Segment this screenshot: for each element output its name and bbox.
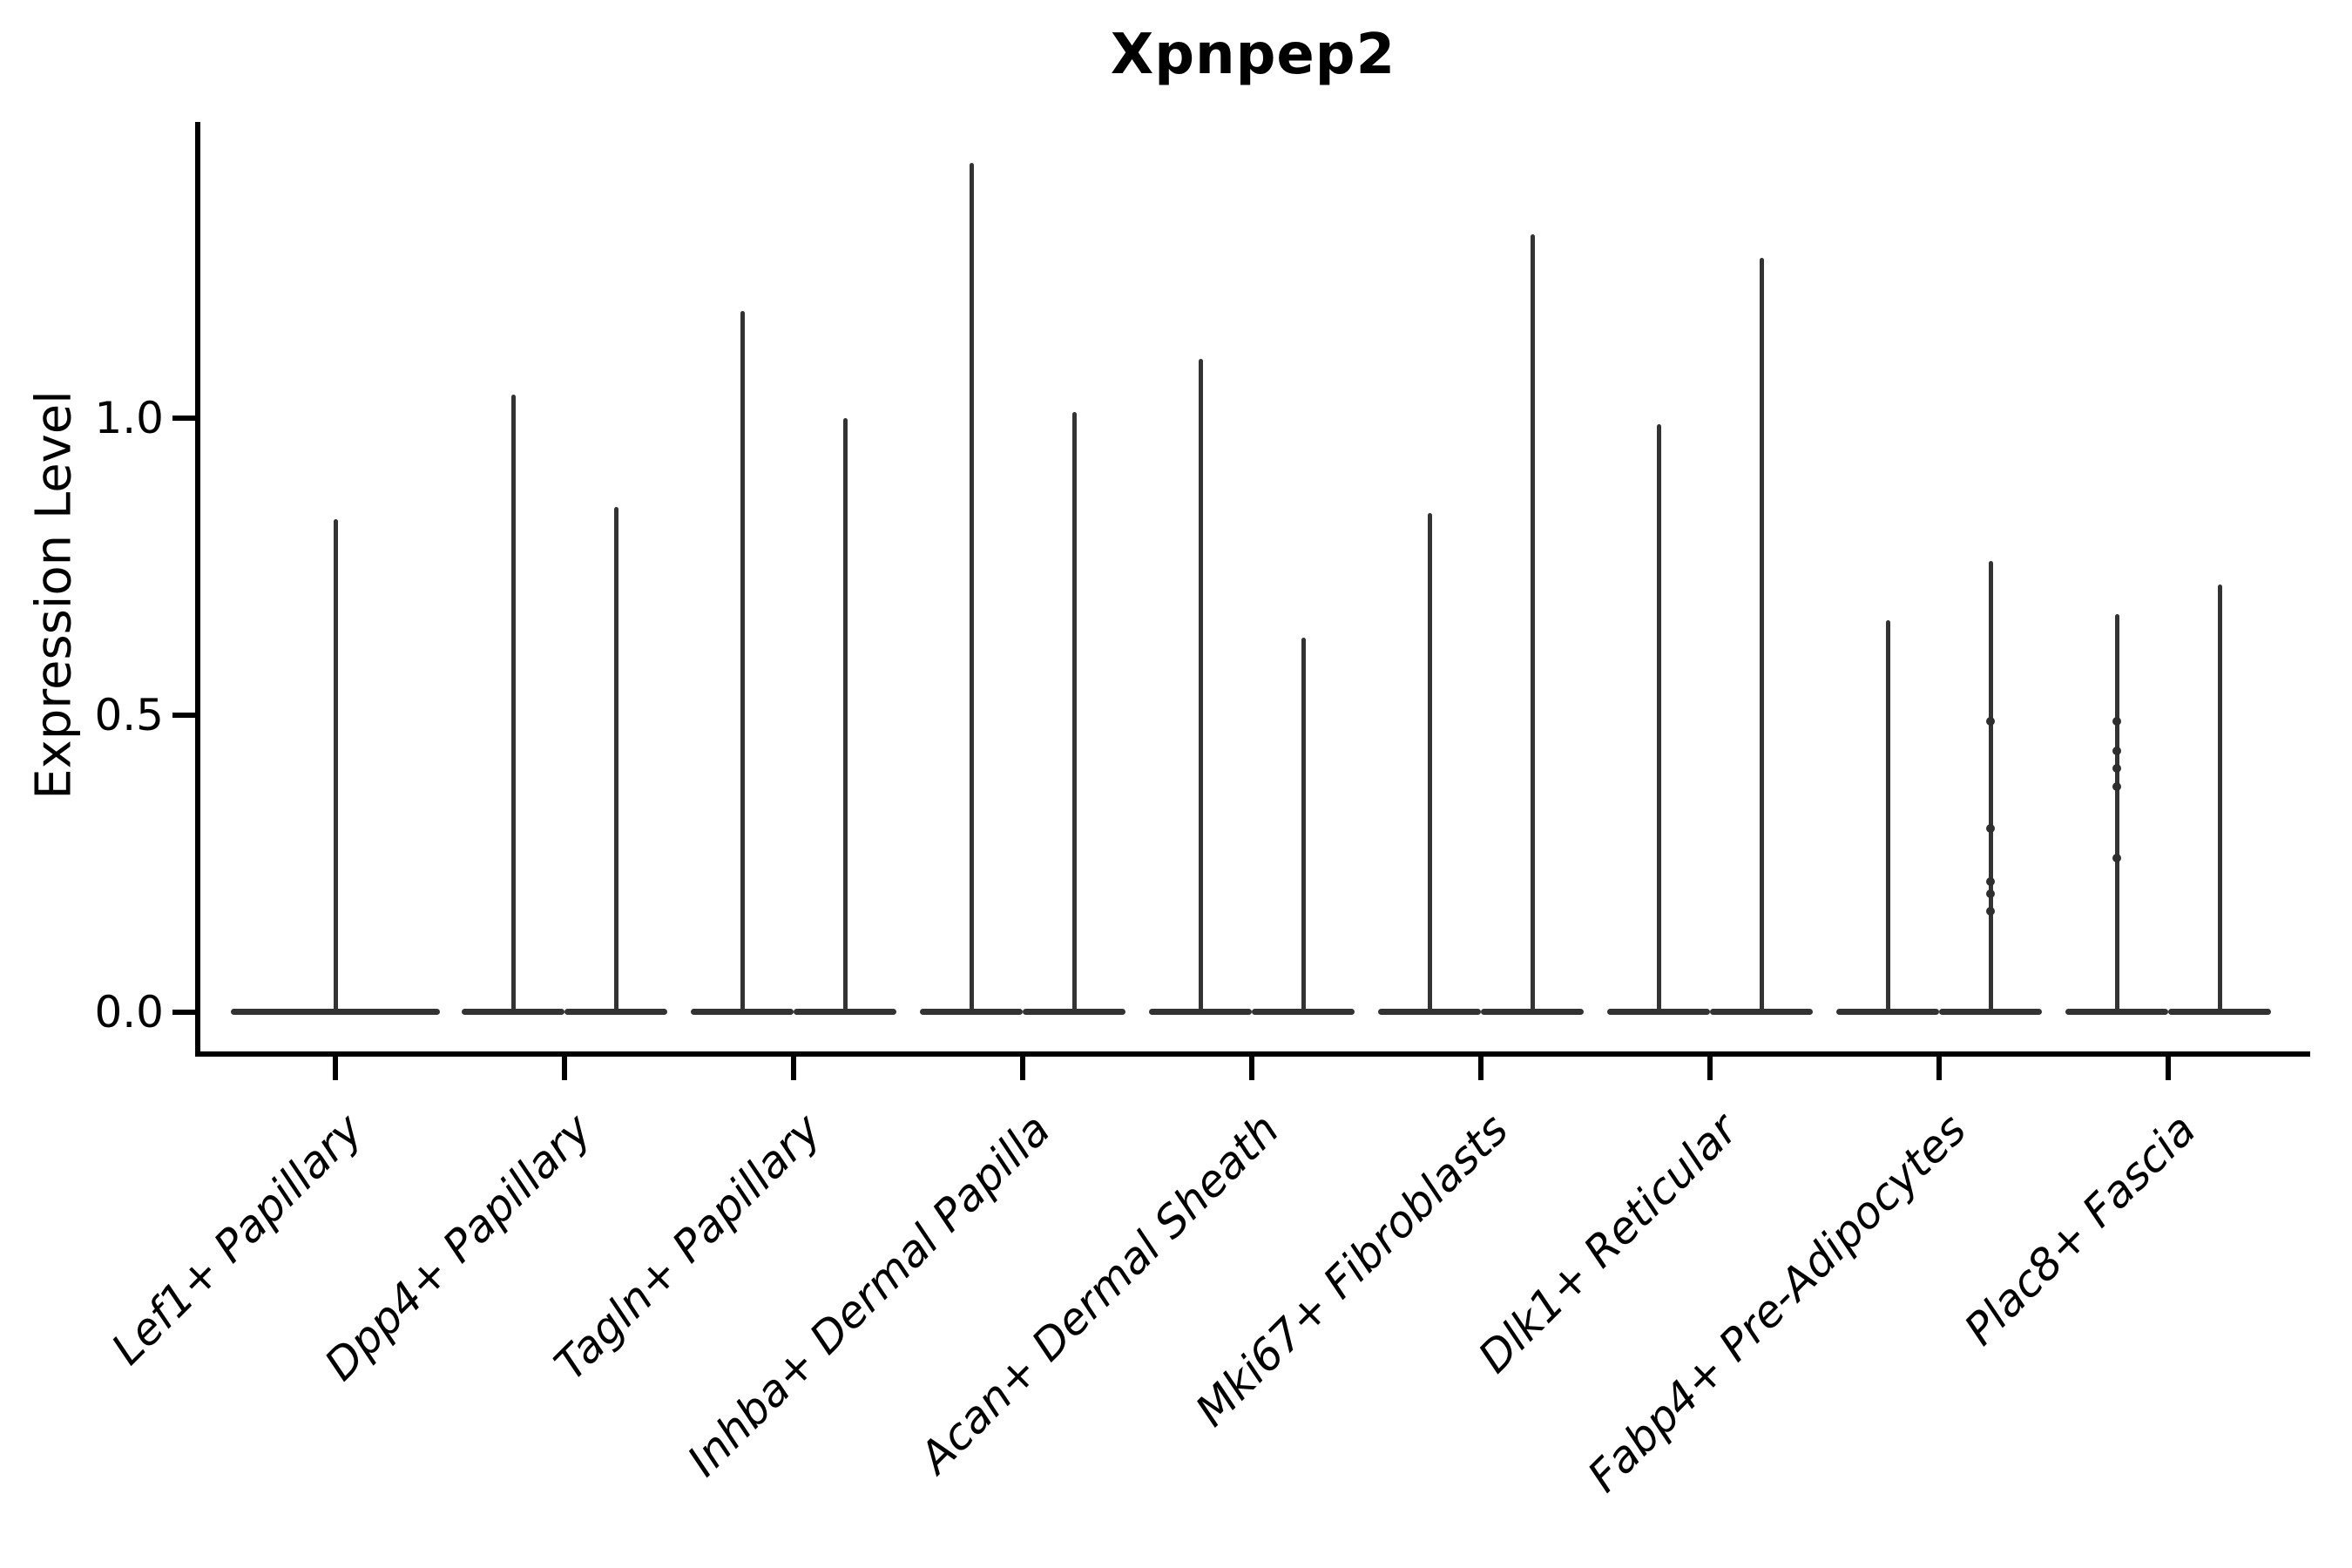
violin-base bbox=[564, 1009, 667, 1015]
y-tick-label: 1.0 bbox=[94, 393, 164, 443]
violin-base bbox=[691, 1009, 794, 1015]
jitter-point bbox=[2112, 853, 2121, 862]
x-tick-label: Inhba+ Dermal Papilla bbox=[678, 1104, 1060, 1486]
y-tick-mark bbox=[172, 713, 196, 718]
violin-base bbox=[1607, 1009, 1710, 1015]
x-axis-line bbox=[195, 1051, 2310, 1057]
violin-spike bbox=[1885, 619, 1890, 1010]
violin-base bbox=[1378, 1009, 1481, 1015]
y-tick-mark bbox=[172, 1010, 196, 1015]
chart-title: Xpnpep2 bbox=[1110, 23, 1396, 87]
x-tick-mark bbox=[791, 1057, 796, 1080]
x-tick-mark bbox=[1249, 1057, 1254, 1080]
violin-spike bbox=[1988, 560, 1993, 1010]
violin-spike bbox=[2114, 614, 2119, 1010]
y-axis-line bbox=[195, 122, 200, 1057]
y-tick-mark bbox=[172, 416, 196, 421]
x-tick-mark bbox=[333, 1057, 338, 1080]
x-tick-mark bbox=[1478, 1057, 1484, 1080]
jitter-point bbox=[1986, 907, 1995, 916]
x-tick-label: Fabp4+ Pre-Adipocytes bbox=[1578, 1104, 1977, 1503]
violin-spike bbox=[969, 162, 974, 1010]
violin-spike bbox=[842, 418, 848, 1010]
violin-spike bbox=[1071, 412, 1077, 1010]
jitter-point bbox=[2112, 781, 2121, 791]
violin-spike bbox=[1656, 423, 1661, 1010]
violin-base bbox=[231, 1009, 440, 1015]
violin-base bbox=[1710, 1009, 1813, 1015]
violin-base bbox=[1481, 1009, 1584, 1015]
jitter-point bbox=[1986, 876, 1995, 886]
violin-base bbox=[462, 1009, 564, 1015]
jitter-point bbox=[1986, 716, 1995, 726]
violin-spike bbox=[613, 507, 618, 1010]
y-tick-label: 0.0 bbox=[94, 987, 164, 1037]
x-tick-mark bbox=[2166, 1057, 2171, 1080]
jitter-point bbox=[1986, 889, 1995, 898]
x-tick-mark bbox=[562, 1057, 567, 1080]
violin-base bbox=[1252, 1009, 1355, 1015]
violin-base bbox=[920, 1009, 1023, 1015]
violin-spike bbox=[1198, 358, 1203, 1010]
violin-base bbox=[1836, 1009, 1939, 1015]
violin-spike bbox=[1301, 638, 1306, 1010]
jitter-point bbox=[2112, 764, 2121, 774]
violin-spike bbox=[1530, 233, 1535, 1010]
violin-spike bbox=[1759, 257, 1764, 1010]
y-tick-label: 0.5 bbox=[94, 690, 164, 740]
violin-spike bbox=[1427, 513, 1432, 1010]
violin-base bbox=[1023, 1009, 1125, 1015]
jitter-point bbox=[2112, 746, 2121, 755]
violin-base bbox=[1149, 1009, 1252, 1015]
violin-base bbox=[2065, 1009, 2168, 1015]
violin-base bbox=[1939, 1009, 2042, 1015]
violin-base bbox=[794, 1009, 896, 1015]
violin-spike bbox=[2217, 584, 2222, 1010]
violin-spike bbox=[510, 394, 516, 1010]
violin-base bbox=[2168, 1009, 2271, 1015]
jitter-point bbox=[2112, 716, 2121, 726]
x-tick-label: Plac8+ Fascia bbox=[1954, 1104, 2206, 1355]
x-tick-mark bbox=[1707, 1057, 1713, 1080]
x-tick-mark bbox=[1936, 1057, 1942, 1080]
x-tick-mark bbox=[1020, 1057, 1025, 1080]
jitter-point bbox=[1986, 823, 1995, 833]
violin-spike bbox=[740, 311, 745, 1010]
violin-spike bbox=[333, 518, 338, 1010]
